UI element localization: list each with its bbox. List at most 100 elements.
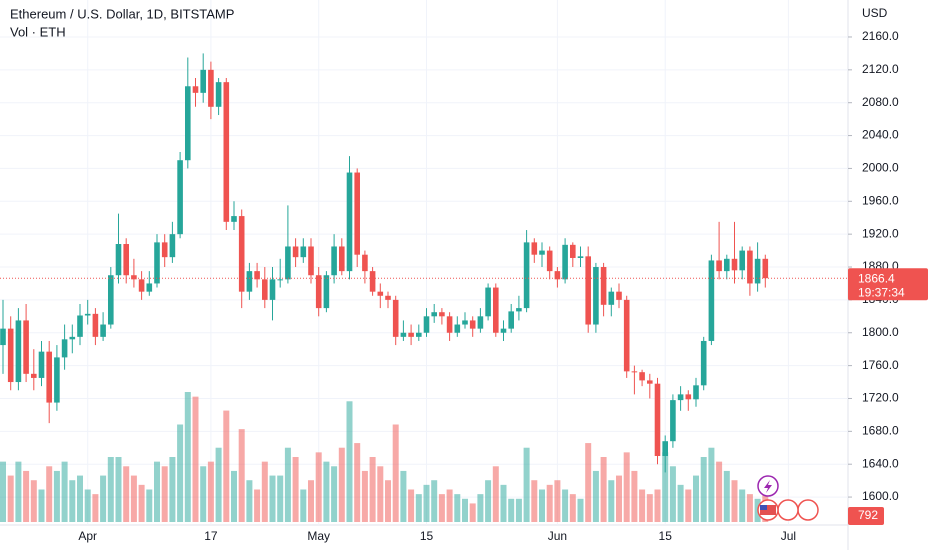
volume-bar [338, 447, 345, 522]
candle-body [747, 250, 753, 284]
candle-body [623, 299, 630, 372]
volume-bar [400, 470, 407, 522]
volume-bar [546, 484, 553, 522]
candle-body [700, 340, 707, 386]
countdown-label: 19:37:34 [858, 285, 905, 299]
volume-bar [408, 489, 415, 522]
lightning-icon [764, 480, 772, 493]
candle-body [462, 320, 468, 325]
y-tick-label: 1760.0 [862, 358, 899, 372]
candle-body [670, 400, 676, 442]
volume-bar [539, 489, 545, 522]
candle-body [77, 315, 83, 337]
candle-body [146, 283, 153, 292]
candle-body [238, 216, 245, 292]
candles [0, 53, 769, 473]
volume-bar [184, 392, 191, 522]
volume-bar [477, 494, 484, 522]
volume-bar [254, 489, 261, 522]
volume-bar [646, 494, 653, 522]
volume-bar [46, 466, 53, 522]
candle-body [138, 279, 145, 292]
volume-bar [623, 452, 630, 522]
y-tick-label: 1800.0 [862, 325, 899, 339]
y-tick-label: 1600.0 [862, 489, 899, 503]
volume-bar [30, 480, 37, 522]
volume-bar [554, 480, 561, 522]
candle-body [616, 291, 622, 300]
candle-body [269, 279, 276, 300]
candle-body [215, 82, 222, 107]
last-price-label: 1866.4 [858, 271, 895, 285]
candle-body [385, 295, 391, 300]
volume-bar [0, 461, 6, 522]
event-badge [797, 499, 819, 521]
volume-bar [246, 480, 253, 522]
volume-bar [15, 461, 22, 522]
candle-body [100, 324, 106, 337]
axes: 1600.01640.01680.01720.01760.01800.01840… [0, 29, 928, 543]
volume-bar [177, 424, 184, 522]
candle-body [739, 250, 745, 271]
candle-body [754, 258, 761, 284]
volume-bar [215, 447, 222, 522]
volume-bar [523, 447, 530, 522]
candle-body [731, 258, 738, 271]
currency-label: USD [862, 6, 888, 20]
candle-body [570, 244, 576, 258]
candle-body [454, 324, 461, 333]
candle-body [439, 312, 445, 317]
candle-body [300, 246, 307, 258]
volume-bar [261, 461, 268, 522]
candle-body [192, 86, 199, 93]
candle-body [662, 441, 668, 456]
candle-body [92, 313, 99, 337]
volume-bar [485, 480, 492, 522]
volume-bar [7, 475, 14, 522]
candle-body [762, 258, 769, 279]
candle-body [516, 308, 522, 312]
volume-bar [277, 475, 284, 522]
candle-body [115, 244, 122, 276]
candle-body [608, 291, 615, 305]
candle-body [639, 372, 645, 381]
candle-body [208, 69, 214, 107]
candle-body [346, 172, 353, 272]
volume-bar [207, 461, 214, 522]
candle-body [400, 332, 407, 337]
candle-body [647, 380, 653, 384]
candle-body [169, 234, 176, 258]
volume-bar [92, 494, 99, 522]
volume-bar [600, 457, 607, 522]
volume-bar [146, 489, 153, 522]
candle-body [685, 394, 692, 400]
volume-bar [385, 480, 391, 522]
candle-body [131, 275, 137, 280]
x-tick-label: 17 [204, 529, 218, 543]
volume-bar [138, 484, 145, 522]
volume-bar [154, 461, 160, 522]
candle-body [285, 246, 291, 280]
volume-bar [308, 480, 314, 522]
volume-bar [269, 475, 276, 522]
volume-bar [685, 489, 692, 522]
volume-bar [438, 494, 445, 522]
volume-bar [200, 466, 207, 522]
volume-bar [107, 457, 114, 522]
volume-bar [739, 489, 746, 522]
candle-body [185, 86, 191, 161]
volume-bar [700, 457, 707, 522]
volume-tag [848, 507, 884, 525]
volume-bar [585, 443, 592, 522]
volume-bar [231, 470, 237, 522]
candle-body [331, 246, 337, 276]
volume-bar [693, 475, 699, 522]
candle-body [323, 275, 330, 309]
volume-bar [38, 489, 45, 522]
candle-body [7, 328, 14, 383]
volume-bar [161, 466, 168, 522]
candle-body [108, 275, 114, 325]
candle-body [562, 244, 568, 280]
